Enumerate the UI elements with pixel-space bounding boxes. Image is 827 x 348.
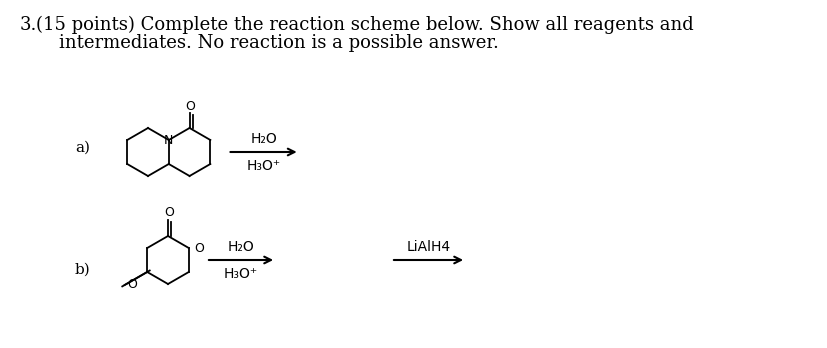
Text: LiAlH4: LiAlH4 bbox=[406, 240, 450, 254]
Text: H₃O⁺: H₃O⁺ bbox=[246, 159, 280, 173]
Text: (15 points) Complete the reaction scheme below. Show all reagents and: (15 points) Complete the reaction scheme… bbox=[36, 16, 693, 34]
Text: intermediates. No reaction is a possible answer.: intermediates. No reaction is a possible… bbox=[36, 34, 499, 52]
Text: N: N bbox=[164, 134, 174, 148]
Text: O: O bbox=[127, 277, 137, 291]
Text: H₂O: H₂O bbox=[250, 132, 276, 146]
Text: H₂O: H₂O bbox=[227, 240, 254, 254]
Text: O: O bbox=[194, 242, 203, 254]
Text: H₃O⁺: H₃O⁺ bbox=[223, 267, 258, 281]
Text: b): b) bbox=[75, 263, 91, 277]
Text: a): a) bbox=[75, 141, 90, 155]
Text: O: O bbox=[164, 206, 174, 220]
Text: O: O bbox=[185, 101, 195, 113]
Text: 3.: 3. bbox=[20, 16, 37, 34]
